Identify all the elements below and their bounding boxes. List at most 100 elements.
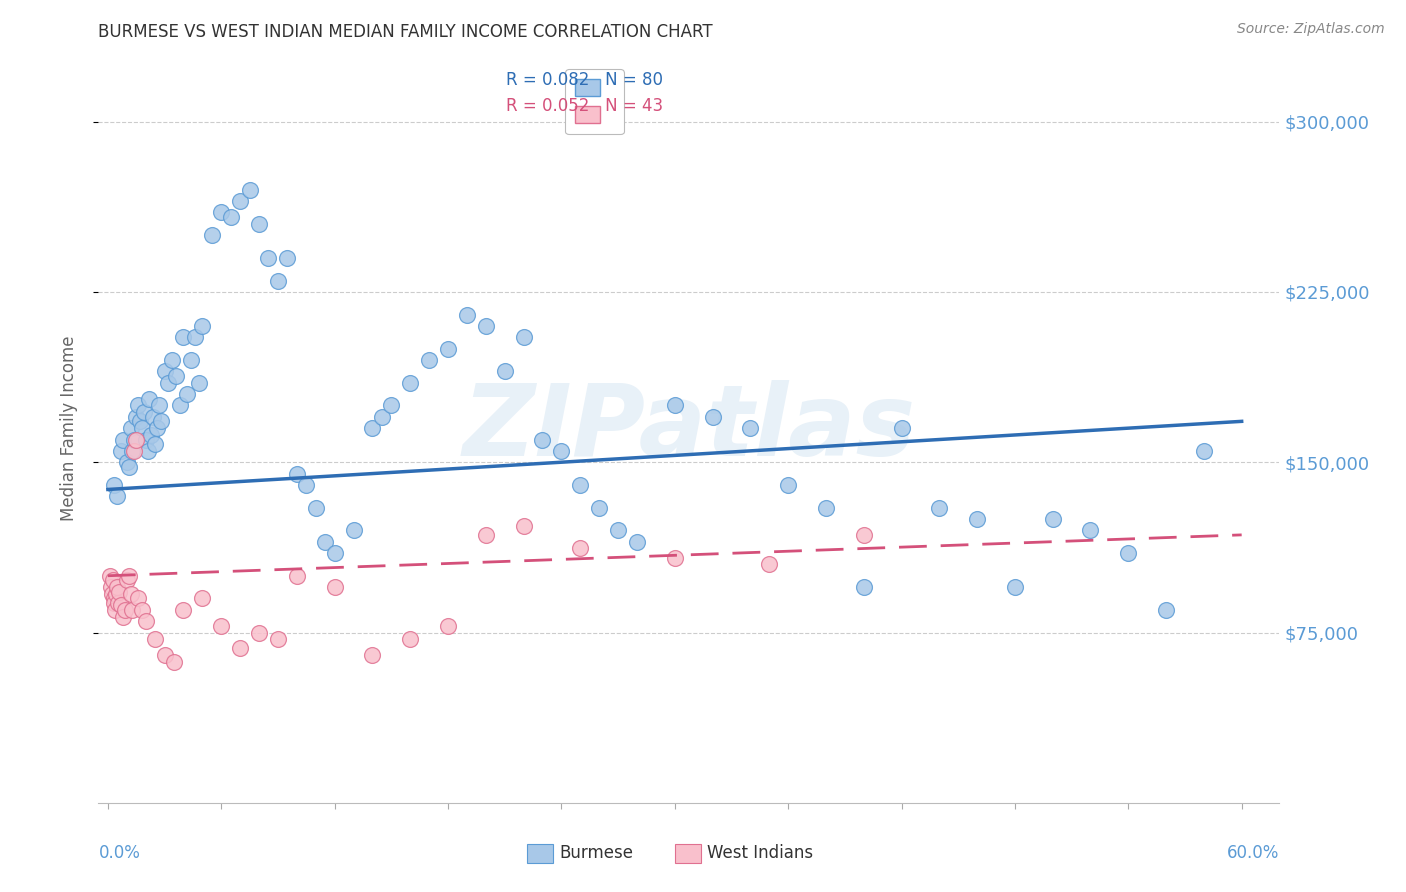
Text: Source: ZipAtlas.com: Source: ZipAtlas.com <box>1237 22 1385 37</box>
Point <box>120 421 142 435</box>
Point <box>664 399 686 413</box>
Point <box>125 409 148 424</box>
Point <box>100 580 122 594</box>
Point <box>1004 580 1026 594</box>
Point <box>125 433 148 447</box>
Point <box>626 534 648 549</box>
Point <box>1116 546 1139 560</box>
Point <box>229 641 252 656</box>
Point <box>121 603 143 617</box>
Point <box>342 524 364 538</box>
Point <box>115 574 138 588</box>
Point <box>103 478 125 492</box>
Point <box>135 433 157 447</box>
Point <box>169 399 191 413</box>
Point <box>127 591 149 606</box>
Point <box>380 399 402 413</box>
Point <box>219 210 242 224</box>
Point <box>1192 443 1215 458</box>
Point <box>928 500 950 515</box>
Text: ZIPatlas: ZIPatlas <box>463 380 915 476</box>
Point <box>98 568 121 582</box>
Text: R = 0.082   N = 80: R = 0.082 N = 80 <box>506 70 662 88</box>
Point <box>108 584 131 599</box>
Point <box>399 632 422 647</box>
Point <box>239 183 262 197</box>
Point <box>176 387 198 401</box>
Point <box>209 205 232 219</box>
Point <box>118 459 141 474</box>
Point <box>105 587 128 601</box>
Point <box>135 614 157 628</box>
Point <box>778 478 800 492</box>
Point <box>136 443 159 458</box>
Point <box>550 443 572 458</box>
Point <box>740 421 762 435</box>
Point <box>105 580 128 594</box>
Point <box>456 308 478 322</box>
Point <box>111 609 134 624</box>
Point <box>437 342 460 356</box>
Point <box>323 580 346 594</box>
Point <box>276 251 298 265</box>
Point <box>111 433 134 447</box>
Point <box>160 353 183 368</box>
Bar <box>527 844 553 863</box>
Point <box>121 443 143 458</box>
Point <box>257 251 280 265</box>
Point <box>361 648 384 663</box>
Point <box>153 648 176 663</box>
Point <box>285 568 308 582</box>
Point <box>114 603 136 617</box>
Point <box>758 558 780 572</box>
Point <box>180 353 202 368</box>
Point <box>267 274 290 288</box>
Point <box>852 528 875 542</box>
Point <box>191 591 214 606</box>
Point <box>494 364 516 378</box>
Point <box>100 587 122 601</box>
Point <box>201 228 224 243</box>
Point <box>120 587 142 601</box>
Point <box>361 421 384 435</box>
Point <box>143 632 166 647</box>
Point <box>103 596 125 610</box>
Point <box>814 500 837 515</box>
Point <box>115 455 138 469</box>
Point <box>1154 603 1177 617</box>
Point <box>588 500 610 515</box>
Point <box>105 489 128 503</box>
Point <box>103 591 125 606</box>
Point <box>153 364 176 378</box>
Point <box>165 368 187 383</box>
Point <box>118 568 141 582</box>
Point <box>512 330 534 344</box>
Point <box>314 534 336 549</box>
Point <box>475 318 498 333</box>
Point <box>323 546 346 560</box>
Point <box>163 655 186 669</box>
Text: 0.0%: 0.0% <box>98 844 141 862</box>
Point <box>129 414 152 428</box>
Point <box>132 405 155 419</box>
Point <box>1042 512 1064 526</box>
Text: West Indians: West Indians <box>707 844 813 862</box>
Point <box>285 467 308 481</box>
Point <box>146 421 169 435</box>
Point <box>305 500 328 515</box>
Point <box>149 414 172 428</box>
Point <box>142 409 165 424</box>
Point <box>101 574 124 588</box>
Text: Burmese: Burmese <box>560 844 633 862</box>
Point <box>1080 524 1102 538</box>
Point <box>187 376 209 390</box>
Point <box>143 437 166 451</box>
Point <box>399 376 422 390</box>
Point <box>371 409 394 424</box>
Y-axis label: Median Family Income: Median Family Income <box>59 335 77 521</box>
Point <box>148 399 170 413</box>
Legend: , : , <box>565 70 624 134</box>
Point <box>127 399 149 413</box>
Point <box>184 330 207 344</box>
Bar <box>675 844 700 863</box>
